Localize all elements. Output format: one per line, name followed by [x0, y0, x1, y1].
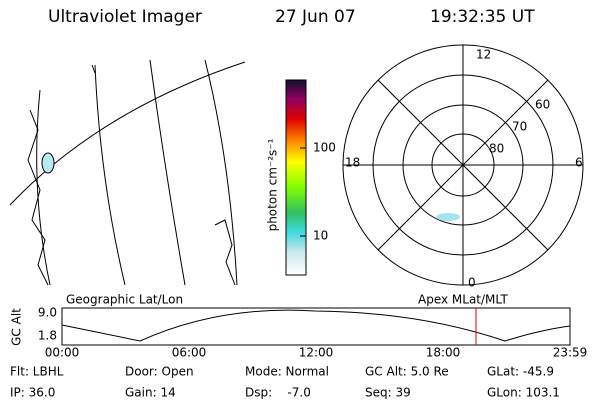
- mlt-label: 0: [468, 276, 476, 290]
- mlt-label: 6: [575, 156, 583, 170]
- footer: Flt: LBHL Door: Open Mode: Normal GC Alt: 5…: [10, 365, 560, 400]
- left-title: Geographic Lat/Lon: [66, 293, 183, 307]
- mlt-label: 18: [345, 156, 360, 170]
- colorbar-tick: 100: [313, 141, 336, 155]
- colorbar-tick: 10: [313, 229, 328, 243]
- status-field: GLon: 103.1: [487, 386, 560, 400]
- status-field: Flt: LBHL: [10, 365, 64, 379]
- title: Ultraviolet Imager: [48, 7, 202, 27]
- status-field: GC Alt: 5.0 Re: [365, 365, 449, 379]
- colorbar-label: photon cm⁻²s⁻¹: [266, 138, 280, 231]
- status-field: Seq: 39: [365, 386, 411, 400]
- x-tick: 06:00: [172, 346, 207, 360]
- x-tick: 00:00: [45, 346, 80, 360]
- header: Ultraviolet Imager 27 Jun 07 19:32:35 UT: [48, 7, 535, 27]
- map: [9, 59, 246, 286]
- status-field: GLat: -45.9: [487, 365, 554, 379]
- status-field: Gain: 14: [125, 386, 176, 400]
- y-label: GC Alt: [10, 308, 24, 346]
- altitude-plot: Geographic Lat/Lon Apex MLat/MLT GC Alt …: [10, 293, 588, 360]
- mlt-label: 12: [476, 48, 491, 62]
- status-field: Door: Open: [125, 365, 194, 379]
- y-tick: 9.0: [38, 306, 57, 320]
- colorbar-scale: [285, 79, 307, 276]
- x-tick: 18:00: [426, 346, 461, 360]
- x-tick: 23:59: [553, 346, 588, 360]
- status-field: Dsp: -7.0: [245, 386, 311, 400]
- date: 27 Jun 07: [275, 7, 356, 27]
- mlat-label: 60: [535, 98, 550, 112]
- status-field: IP: 36.0: [10, 386, 55, 400]
- polar-plot: 12 18 6 0 60 70 80: [342, 44, 584, 290]
- colorbar: 100 10 photon cm⁻²s⁻¹: [266, 79, 336, 276]
- status-field: Mode: Normal: [245, 365, 329, 379]
- right-title: Apex MLat/MLT: [418, 293, 508, 307]
- mlat-label: 80: [489, 142, 504, 156]
- time: 19:32:35 UT: [430, 7, 535, 27]
- x-tick: 12:00: [299, 346, 334, 360]
- y-tick: 1.8: [38, 329, 57, 343]
- mlat-label: 70: [512, 120, 527, 134]
